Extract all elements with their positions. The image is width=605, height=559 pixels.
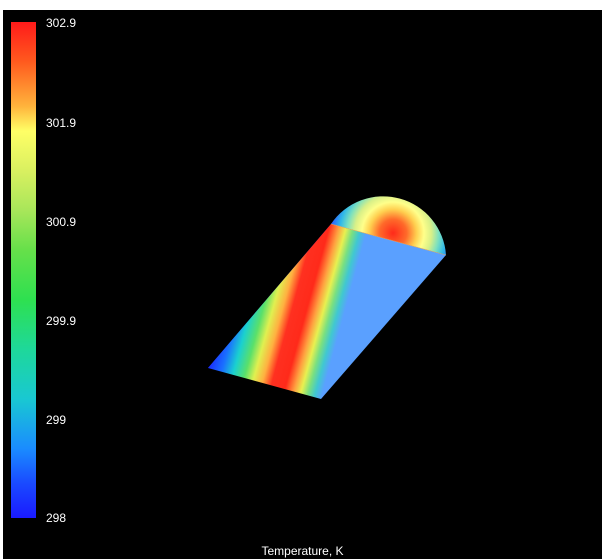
colorbar-tick: 299: [46, 413, 67, 427]
temperature-colorbar: [11, 22, 36, 518]
cap-edge-line: [330, 223, 447, 256]
half-cylinder-temperature-render: [208, 196, 447, 399]
cylinder-cut-face: [208, 224, 446, 399]
colorbar-tick-max: 302.9: [46, 16, 77, 30]
colorbar-tick: 299.9: [46, 314, 77, 328]
colorbar-tick: 300.9: [46, 215, 77, 229]
colorbar-caption: Temperature, K: [261, 544, 344, 558]
colorbar-tick: 301.9: [46, 116, 77, 130]
render-viewport: 302.9 301.9 300.9 299.9 299 298: [3, 10, 602, 559]
colorbar-tick-min: 298: [46, 511, 67, 525]
cylinder-end-cap: [331, 196, 446, 255]
